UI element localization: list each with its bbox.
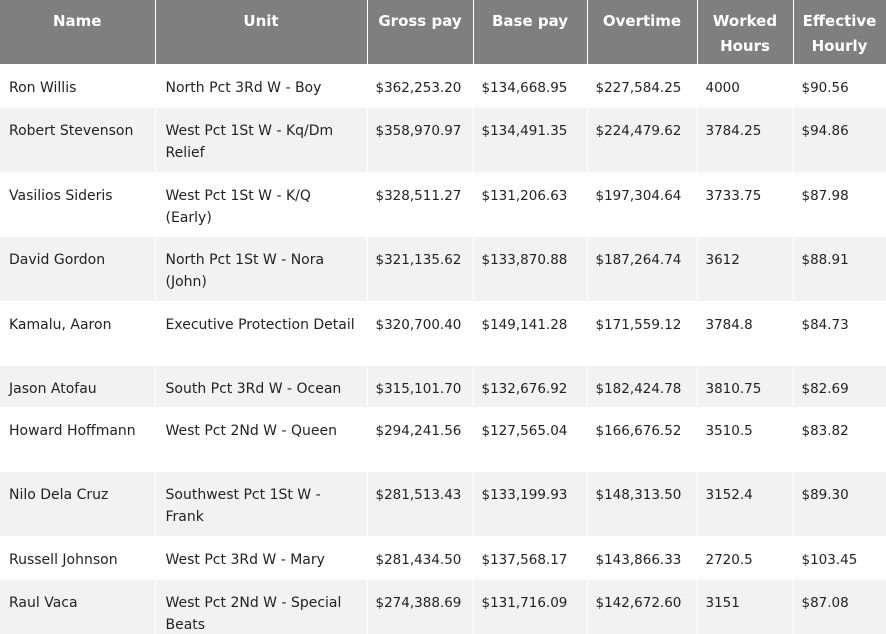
table-cell: 3151 [697,579,794,634]
table-cell: $87.98 [793,172,886,237]
column-header: Gross pay [367,0,474,65]
table-cell: $103.45 [793,536,886,580]
table-cell: $321,135.62 [367,236,474,302]
table-cell: 3784.25 [697,107,794,173]
table-cell: $281,434.50 [367,536,474,580]
table-row: Howard Hoffmann West Pct 2Nd W - Queen $29… [0,407,886,472]
table-cell: 3784.8 [697,301,794,366]
table-cell: $133,199.93 [473,471,588,537]
table-cell: Jason Atofau [0,365,156,408]
table-cell: Kamalu, Aaron [0,301,156,366]
table-cell: South Pct 3Rd W - Ocean [155,365,368,408]
table-cell: $83.82 [793,407,886,472]
table-cell: $148,313.50 [587,471,698,537]
table-cell: 2720.5 [697,536,794,580]
table-cell: West Pct 1St W - Kq/Dm Relief [155,107,368,173]
column-header: Base pay [473,0,588,65]
table-cell: Vasilios Sideris [0,172,156,237]
table-cell: Howard Hoffmann [0,407,156,472]
table-cell: $281,513.43 [367,471,474,537]
table-cell: Robert Stevenson [0,107,156,173]
table-cell: Ron Willis [0,64,156,108]
table-cell: $84.73 [793,301,886,366]
table-cell: $358,970.97 [367,107,474,173]
table-cell: North Pct 3Rd W - Boy [155,64,368,108]
table-cell: West Pct 2Nd W - Queen [155,407,368,472]
table-body: Ron Willis North Pct 3Rd W - Boy $362,253.… [0,64,886,634]
table-cell: $362,253.20 [367,64,474,108]
table-row: Raul Vaca West Pct 2Nd W - Special Beats $… [0,579,886,634]
table-cell: $89.30 [793,471,886,537]
table-cell: $131,716.09 [473,579,588,634]
table-cell: Southwest Pct 1St W - Frank [155,471,368,537]
table-row: Jason Atofau South Pct 3Rd W - Ocean $315,… [0,365,886,408]
table-cell: 3510.5 [697,407,794,472]
table-cell: $131,206.63 [473,172,588,237]
table-cell: $224,479.62 [587,107,698,173]
table-cell: $182,424.78 [587,365,698,408]
table-cell: $166,676.52 [587,407,698,472]
table-cell: West Pct 2Nd W - Special Beats [155,579,368,634]
table-row: Vasilios Sideris West Pct 1St W - K/Q (Ea… [0,172,886,237]
table-cell: 4000 [697,64,794,108]
table-row: Kamalu, Aaron Executive Protection Detail… [0,301,886,366]
table-cell: 3152.4 [697,471,794,537]
column-header: Unit [155,0,368,65]
column-header: Name [0,0,156,65]
table-cell: $127,565.04 [473,407,588,472]
table-cell: $134,668.95 [473,64,588,108]
table-cell: $187,264.74 [587,236,698,302]
table-header: Name Unit Gross pay Base pay Overtime Worked … [0,0,886,65]
table-cell: $142,672.60 [587,579,698,634]
table-cell: Nilo Dela Cruz [0,471,156,537]
table-cell: $328,511.27 [367,172,474,237]
table-cell: West Pct 1St W - K/Q (Early) [155,172,368,237]
table-cell: 3733.75 [697,172,794,237]
table-cell: $87.08 [793,579,886,634]
header-row: Name Unit Gross pay Base pay Overtime Worked … [0,0,886,65]
table-row: Robert Stevenson West Pct 1St W - Kq/Dm R… [0,107,886,173]
table-cell: $90.56 [793,64,886,108]
table-row: Russell Johnson West Pct 3Rd W - Mary $281… [0,536,886,580]
table-cell: $88.91 [793,236,886,302]
table-cell: $133,870.88 [473,236,588,302]
table-cell: $94.86 [793,107,886,173]
table-cell: $320,700.40 [367,301,474,366]
table-cell: $132,676.92 [473,365,588,408]
column-header: Effective Hourly [793,0,886,65]
table-cell: $134,491.35 [473,107,588,173]
table-cell: $227,584.25 [587,64,698,108]
table-row: David Gordon North Pct 1St W - Nora (John… [0,236,886,302]
table-cell: West Pct 3Rd W - Mary [155,536,368,580]
column-header: Overtime [587,0,698,65]
table-row: Nilo Dela Cruz Southwest Pct 1St W - Fran… [0,471,886,537]
table-cell: Raul Vaca [0,579,156,634]
table-cell: $274,388.69 [367,579,474,634]
table-cell: $82.69 [793,365,886,408]
table-cell: David Gordon [0,236,156,302]
table-row: Ron Willis North Pct 3Rd W - Boy $362,253.… [0,64,886,108]
table-cell: Executive Protection Detail [155,301,368,366]
column-header: Worked Hours [697,0,794,65]
table-cell: 3612 [697,236,794,302]
table-cell: $149,141.28 [473,301,588,366]
table-cell: Russell Johnson [0,536,156,580]
table-cell: $143,866.33 [587,536,698,580]
table-cell: 3810.75 [697,365,794,408]
table-cell: North Pct 1St W - Nora (John) [155,236,368,302]
table-cell: $171,559.12 [587,301,698,366]
table-cell: $294,241.56 [367,407,474,472]
table-cell: $137,568.17 [473,536,588,580]
table-cell: $197,304.64 [587,172,698,237]
table-cell: $315,101.70 [367,365,474,408]
